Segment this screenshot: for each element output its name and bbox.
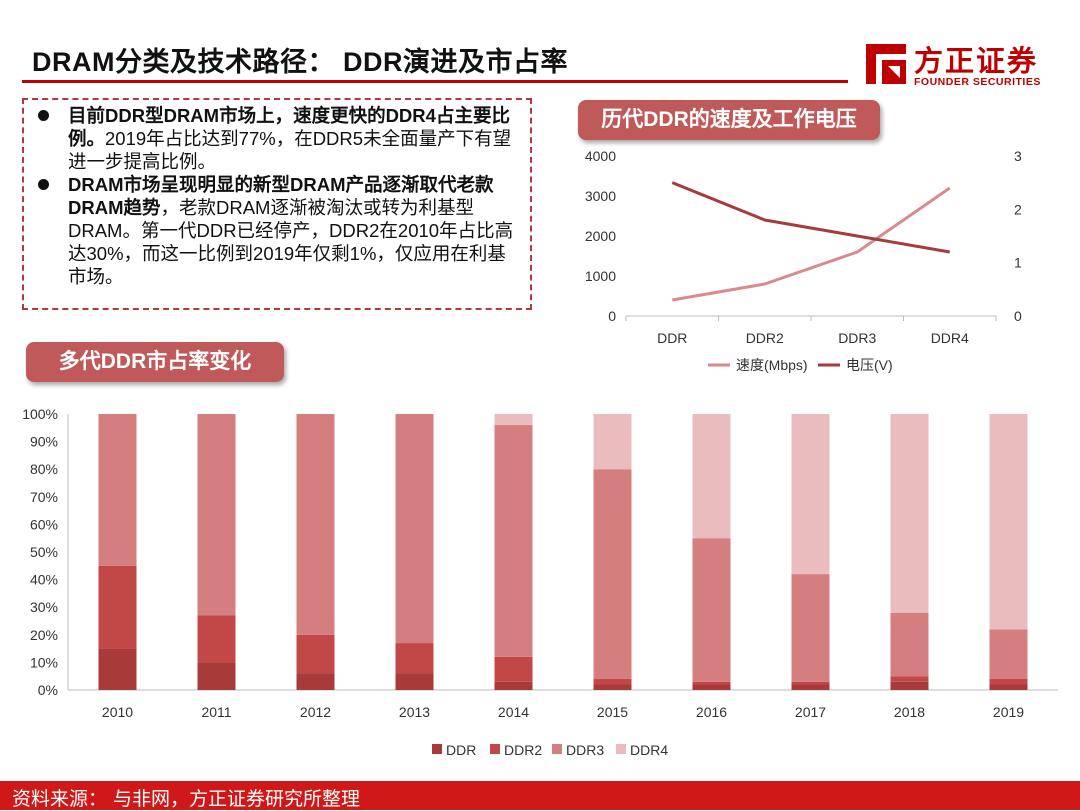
y-tick-label: 100% — [22, 406, 58, 422]
y-tick-label: 40% — [30, 572, 58, 588]
legend-label: DDR2 — [504, 742, 542, 758]
y-right-tick-label: 2 — [1014, 201, 1022, 217]
bar-segment-ddr4 — [495, 414, 533, 425]
speed-chart-label: 历代DDR的速度及工作电压 — [578, 100, 880, 140]
bar-segment-ddr3 — [99, 414, 137, 566]
bar-segment-ddr4 — [891, 414, 929, 613]
x-tick-label: 2016 — [696, 704, 727, 720]
bar-segment-ddr — [297, 673, 335, 690]
bar-segment-ddr3 — [396, 414, 434, 643]
x-tick-label: 2012 — [300, 704, 331, 720]
source-note: 资料来源： 与非网，方正证券研究所整理 — [12, 784, 360, 811]
bar-segment-ddr2 — [990, 679, 1028, 685]
market-share-chart: 0% 10% 20% 30% 40% 50% 60% 70% 80% 90% 100% 2010 201… — [0, 400, 1080, 770]
bullet-dot-icon — [38, 110, 49, 121]
y-left-tick-label: 0 — [608, 308, 616, 324]
bar-segment-ddr4 — [792, 414, 830, 574]
bar-segment-ddr3 — [792, 574, 830, 682]
y-left-tick-label: 3000 — [585, 188, 616, 204]
bar-segment-ddr2 — [495, 657, 533, 682]
bar-segment-ddr2 — [792, 682, 830, 685]
legend-label: 电压(V) — [846, 357, 893, 373]
page-title: DRAM分类及技术路径： DDR演进及市占率 — [32, 40, 568, 79]
y-left-tick-label: 2000 — [585, 228, 616, 244]
bar-segment-ddr3 — [495, 425, 533, 657]
legend-label: DDR — [446, 742, 476, 758]
company-logo: 方正证券 FOUNDER SECURITIES — [862, 36, 1052, 96]
bar-segment-ddr2 — [594, 679, 632, 685]
bullet-item: 目前DDR型DRAM市场上，速度更快的DDR4占主要比例。2019年占比达到77… — [36, 104, 522, 173]
bar-segment-ddr — [792, 684, 830, 690]
bar-segment-ddr2 — [891, 676, 929, 682]
y-left-tick-label: 1000 — [585, 268, 616, 284]
bar-segment-ddr2 — [297, 635, 335, 674]
bar-segment-ddr4 — [693, 414, 731, 538]
legend-swatch — [490, 744, 500, 754]
x-tick-label: 2014 — [498, 704, 529, 720]
bar-segment-ddr — [99, 649, 137, 690]
bar-segment-ddr — [891, 682, 929, 690]
bullet-dot-icon — [38, 179, 49, 190]
x-tick-label: 2013 — [399, 704, 430, 720]
bar-segment-ddr — [396, 673, 434, 690]
x-tick-label: 2015 — [597, 704, 628, 720]
bar-segment-ddr4 — [990, 414, 1028, 629]
bar-segment-ddr — [990, 684, 1028, 690]
bar-segment-ddr2 — [99, 566, 137, 649]
y-tick-label: 0% — [38, 682, 58, 698]
x-tick-label: DDR3 — [838, 330, 876, 346]
x-tick-label: 2010 — [102, 704, 133, 720]
bullet-item: DRAM市场呈现明显的新型DRAM产品逐渐取代老款DRAM趋势，老款DRAM逐渐… — [36, 173, 522, 288]
bar-segment-ddr3 — [594, 469, 632, 679]
y-left-tick-label: 4000 — [585, 148, 616, 164]
y-tick-label: 50% — [30, 544, 58, 560]
bar-segment-ddr — [594, 684, 632, 690]
y-tick-label: 10% — [30, 654, 58, 670]
bullet-text: 2019年占比达到77%，在DDR5未全面量产下有望进一步提高比例。 — [68, 128, 511, 172]
y-tick-label: 80% — [30, 461, 58, 477]
share-chart-label: 多代DDR市占率变化 — [26, 342, 284, 382]
bar-segment-ddr3 — [198, 414, 236, 615]
summary-box: 目前DDR型DRAM市场上，速度更快的DDR4占主要比例。2019年占比达到77… — [22, 98, 532, 310]
x-tick-label: DDR2 — [746, 330, 784, 346]
bar-segment-ddr4 — [594, 414, 632, 469]
x-tick-label: 2011 — [201, 704, 231, 720]
legend-label: DDR4 — [630, 742, 668, 758]
bar-segment-ddr2 — [693, 682, 731, 685]
logo-text: 方正证券 — [914, 38, 1038, 80]
legend-swatch — [432, 744, 442, 754]
y-tick-label: 20% — [30, 627, 58, 643]
bar-segment-ddr3 — [891, 613, 929, 676]
x-tick-label: 2018 — [894, 704, 925, 720]
bar-segment-ddr3 — [297, 414, 335, 635]
logo-subtitle: FOUNDER SECURITIES — [914, 76, 1041, 88]
y-right-tick-label: 3 — [1014, 148, 1022, 164]
footer-bar: 资料来源： 与非网，方正证券研究所整理 — [0, 781, 1080, 810]
legend-label: DDR3 — [566, 742, 604, 758]
bar-segment-ddr — [495, 682, 533, 690]
bar-segment-ddr3 — [693, 538, 731, 682]
bar-segment-ddr — [198, 662, 236, 690]
x-tick-label: 2019 — [993, 704, 1024, 720]
legend-swatch — [616, 744, 626, 754]
title-divider — [22, 80, 848, 83]
legend-swatch — [552, 744, 562, 754]
bar-segment-ddr3 — [990, 629, 1028, 679]
y-right-tick-label: 1 — [1014, 255, 1022, 271]
speed-voltage-chart: 0 1000 2000 3000 4000 0 1 2 3 DDR DDR2 DDR3 DDR4 速度(M… — [560, 140, 1080, 385]
x-tick-label: 2017 — [795, 704, 826, 720]
logo-mark-icon — [862, 40, 910, 88]
y-tick-label: 30% — [30, 599, 58, 615]
y-tick-label: 90% — [30, 434, 58, 450]
bar-segment-ddr2 — [396, 643, 434, 673]
bar-segment-ddr — [693, 684, 731, 690]
y-tick-label: 70% — [30, 489, 58, 505]
y-right-tick-label: 0 — [1014, 308, 1022, 324]
bar-segment-ddr2 — [198, 615, 236, 662]
x-tick-label: DDR4 — [931, 330, 969, 346]
y-tick-label: 60% — [30, 516, 58, 532]
x-tick-label: DDR — [657, 330, 687, 346]
legend-label: 速度(Mbps) — [736, 357, 808, 373]
